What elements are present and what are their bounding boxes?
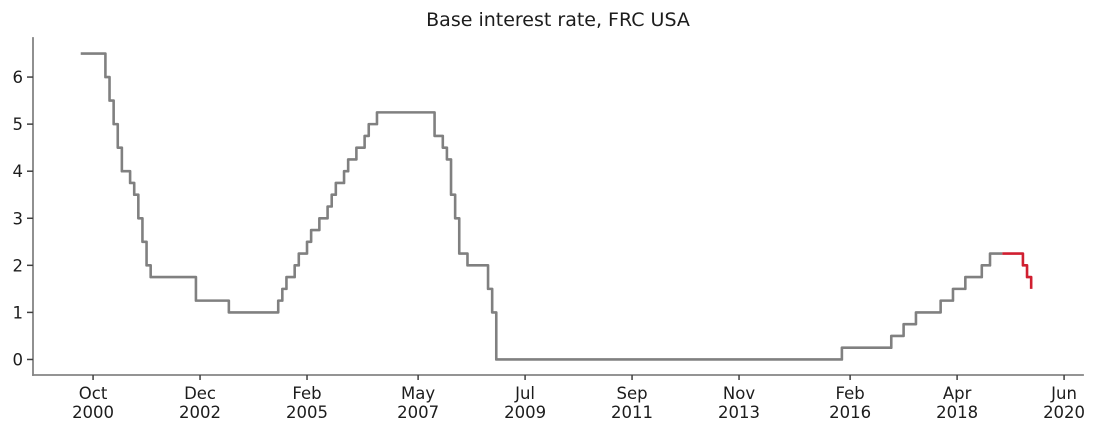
y-tick-label: 5 [13,115,24,134]
x-tick-year-label: 2009 [504,403,546,422]
y-tick-label: 6 [13,68,24,87]
y-tick-label: 3 [13,209,24,228]
y-tick-label: 4 [13,162,24,181]
axes-layer: 0123456Oct2000Dec2002Feb2005May2007Jul20… [13,37,1085,422]
x-tick-year-label: 2018 [936,403,978,422]
x-tick-month-label: Jul [514,384,535,403]
x-tick-year-label: 2005 [286,403,328,422]
x-tick-month-label: Dec [184,384,216,403]
series-layer [80,52,1033,361]
x-tick-month-label: Feb [292,384,321,403]
y-tick-label: 0 [13,350,24,369]
x-tick-month-label: Jun [1050,384,1077,403]
x-tick-year-label: 2013 [718,403,760,422]
chart-title: Base interest rate, FRC USA [426,9,690,31]
x-tick-year-label: 2016 [829,403,871,422]
x-tick-year-label: 2000 [72,403,114,422]
x-tick-month-label: Feb [836,384,865,403]
series-line-base-rate-recent-cuts [1002,252,1033,289]
x-tick-year-label: 2002 [179,403,221,422]
x-tick-month-label: Nov [723,384,755,403]
y-tick-label: 2 [13,256,24,275]
x-tick-month-label: May [401,384,435,403]
series-line-base-rate-history [80,52,1003,361]
x-tick-month-label: Sep [617,384,648,403]
x-tick-month-label: Oct [79,384,108,403]
x-tick-year-label: 2011 [611,403,653,422]
x-tick-year-label: 2007 [397,403,439,422]
x-tick-month-label: Apr [943,384,972,403]
y-tick-label: 1 [13,303,24,322]
x-tick-year-label: 2020 [1043,403,1085,422]
